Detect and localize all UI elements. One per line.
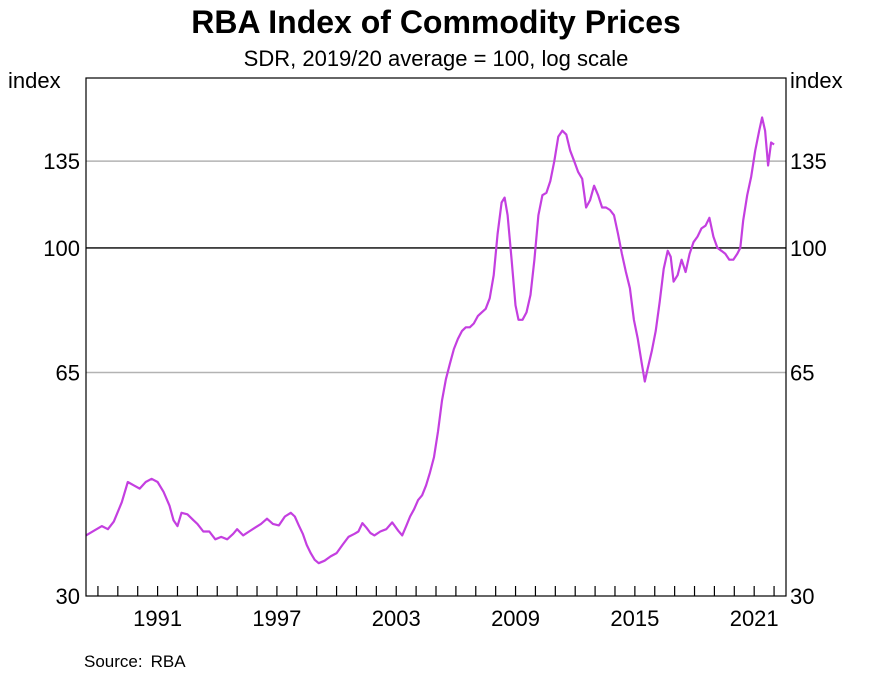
grid-lines	[86, 160, 786, 374]
y-tick-label-right-65: 65	[790, 360, 814, 385]
y-tick-label-right-30: 30	[790, 584, 814, 609]
x-tick-label-2015: 2015	[610, 606, 659, 631]
y-axis-left: 30 65 100 135	[43, 149, 80, 609]
chart-subtitle: SDR, 2019/20 average = 100, log scale	[243, 46, 629, 71]
y-tick-label-left-135: 135	[43, 149, 80, 174]
chart-title: RBA Index of Commodity Prices	[191, 4, 681, 40]
y-tick-label-left-30: 30	[56, 584, 80, 609]
x-axis-labels: 1991 1997 2003 2009 2015 2021	[133, 606, 779, 631]
x-axis-ticks	[97, 586, 775, 596]
source-label: Source:	[84, 652, 143, 671]
x-tick-label-2003: 2003	[372, 606, 421, 631]
x-tick-label-2009: 2009	[491, 606, 540, 631]
y-tick-label-right-100: 100	[790, 236, 827, 261]
y-tick-label-right-135: 135	[790, 149, 827, 174]
x-tick-label-1991: 1991	[133, 606, 182, 631]
source-note: Source: RBA	[84, 652, 186, 672]
series-line	[85, 116, 775, 565]
x-tick-label-2021: 2021	[730, 606, 779, 631]
y-tick-label-left-65: 65	[56, 360, 80, 385]
y-axis-title-right: index	[790, 68, 843, 93]
source-value: RBA	[150, 652, 186, 671]
y-tick-label-left-100: 100	[43, 236, 80, 261]
y-axis-title-left: index	[8, 68, 61, 93]
x-tick-label-1997: 1997	[252, 606, 301, 631]
y-axis-right: 30 65 100 135	[790, 149, 827, 609]
